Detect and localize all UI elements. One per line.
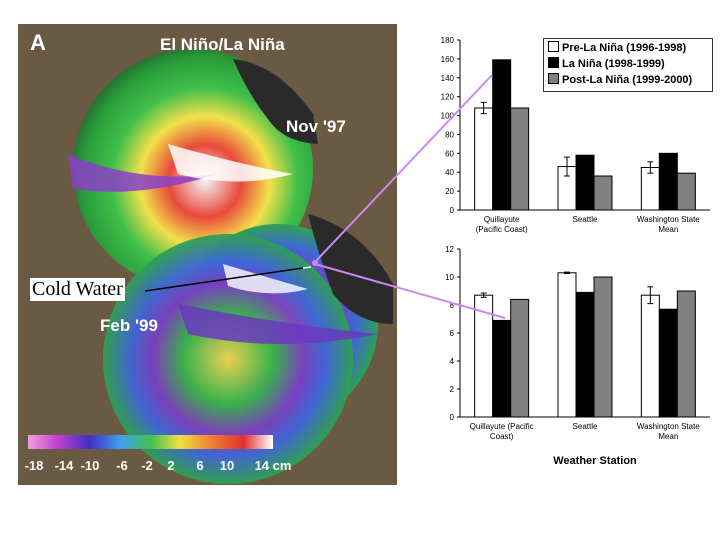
- y-tick-label: 8: [450, 301, 455, 310]
- scale-tick: 14 cm: [254, 458, 292, 473]
- legend-item: Pre-La Niña (1996-1998): [548, 41, 686, 54]
- color-scale-bar: [28, 435, 273, 449]
- scale-tick: 6: [196, 458, 204, 473]
- x-axis-title: Weather Station: [553, 455, 637, 467]
- y-tick-label: 120: [441, 93, 455, 102]
- landmass: [233, 59, 318, 144]
- legend-item: La Niña (1998-1999): [548, 57, 665, 70]
- panel-letter: A: [30, 30, 46, 55]
- legend-label: La Niña (1998-1999): [562, 58, 665, 70]
- y-tick-label: 2: [450, 385, 455, 394]
- y-tick-label: 160: [441, 55, 455, 64]
- category-label-line: Coast): [490, 432, 514, 441]
- chart-legend: Pre-La Niña (1996-1998) La Niña (1998-19…: [543, 38, 713, 92]
- category-label-line: (Pacific Coast): [476, 225, 528, 234]
- bar: [676, 172, 696, 211]
- category-label: Seattle: [573, 215, 598, 224]
- category-label-line: Mean: [658, 432, 678, 441]
- y-tick-label: 20: [445, 187, 454, 196]
- scale-tick: 2: [167, 458, 175, 473]
- category-label: Washington State Mean: [637, 215, 700, 234]
- scale-tick: -2: [141, 458, 153, 473]
- y-tick-label: 0: [450, 413, 455, 422]
- y-tick-label: 140: [441, 74, 455, 83]
- cold-water-callout: Cold Water: [30, 278, 125, 301]
- category-label-line: Seattle: [573, 215, 598, 224]
- connector-origin: [312, 260, 318, 266]
- y-tick-label: 80: [445, 130, 454, 139]
- connector-line-top: [314, 74, 493, 263]
- bar: [593, 276, 613, 418]
- category-label: Quillayute (Pacific Coast): [476, 215, 528, 234]
- y-tick-label: 10: [445, 273, 454, 282]
- y-tick-label: 60: [445, 149, 454, 158]
- y-tick-label: 40: [445, 168, 454, 177]
- y-tick-label: 100: [441, 112, 455, 121]
- legend-item: Post-La Niña (1999-2000): [548, 73, 692, 86]
- legend-label: Post-La Niña (1999-2000): [562, 74, 693, 86]
- bar: [510, 298, 530, 418]
- category-label-line: Mean: [658, 225, 678, 234]
- category-label: Quillayute (Pacific Coast): [470, 422, 534, 441]
- scale-tick: -14: [54, 458, 74, 473]
- map-title: El Niño/La Niña: [160, 35, 285, 54]
- scale-tick: -18: [24, 458, 44, 473]
- scale-tick: -10: [80, 458, 100, 473]
- category-label: Seattle: [573, 422, 598, 431]
- scale-tick: -6: [116, 458, 128, 473]
- y-tick-label: 4: [450, 357, 455, 366]
- cold-water-pointer: [144, 267, 304, 292]
- legend-swatch: [548, 57, 559, 68]
- category-label: Washington State Mean: [637, 422, 700, 441]
- legend-swatch: [548, 41, 559, 52]
- y-tick-label: 0: [450, 206, 455, 215]
- category-label-line: Washington State: [637, 215, 700, 224]
- date-label-bottom: Feb '99: [100, 316, 158, 335]
- legend-label: Pre-La Niña (1996-1998): [562, 42, 687, 54]
- category-label-line: Seattle: [573, 422, 598, 431]
- y-tick-label: 180: [441, 36, 455, 45]
- legend-swatch: [548, 73, 559, 84]
- connector-line-bottom: [314, 263, 506, 319]
- bar: [510, 107, 530, 211]
- y-tick-label: 12: [445, 245, 454, 254]
- category-label-line: Quillayute (Pacific: [470, 422, 534, 431]
- bar: [593, 175, 613, 211]
- bar: [676, 290, 696, 418]
- date-label-top: Nov '97: [286, 117, 346, 136]
- color-scale-ticks: -18 -14 -10 -6 -2 2 6 10 14 cm: [18, 458, 397, 480]
- category-label-line: Washington State: [637, 422, 700, 431]
- scale-tick: 10: [219, 458, 235, 473]
- sea-level-map-panel: A El Niño/La Niña Nov '97 Feb '99 -18 -1…: [18, 24, 397, 485]
- category-label-line: Quillayute: [484, 215, 520, 224]
- y-tick-label: 6: [450, 329, 455, 338]
- globes-illustration: [28, 49, 393, 484]
